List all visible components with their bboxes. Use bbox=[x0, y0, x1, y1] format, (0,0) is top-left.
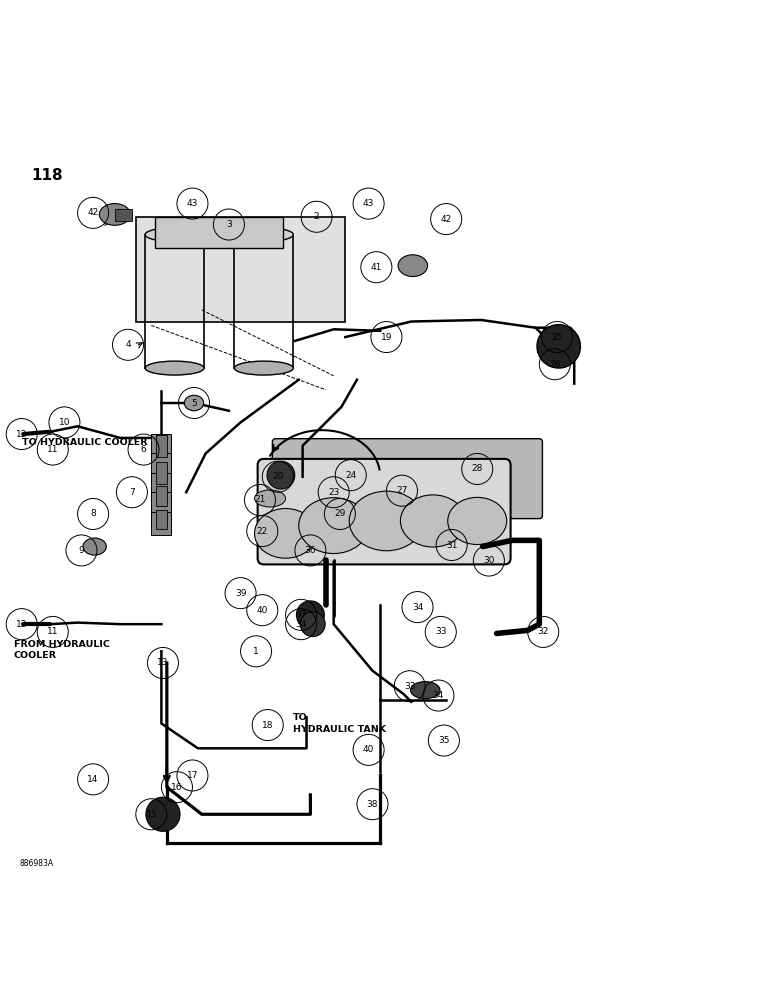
Text: 12: 12 bbox=[16, 430, 27, 439]
Ellipse shape bbox=[234, 361, 293, 375]
Circle shape bbox=[296, 601, 324, 629]
Text: 1: 1 bbox=[253, 647, 259, 656]
Text: 27: 27 bbox=[397, 486, 407, 495]
Text: 11: 11 bbox=[47, 445, 58, 454]
Text: 19: 19 bbox=[381, 333, 392, 342]
Text: 35: 35 bbox=[438, 736, 449, 745]
Text: 29: 29 bbox=[334, 509, 345, 518]
Ellipse shape bbox=[255, 509, 317, 558]
Text: 42: 42 bbox=[441, 215, 452, 224]
Text: 9: 9 bbox=[78, 546, 85, 555]
Text: 15: 15 bbox=[146, 810, 157, 819]
Bar bbox=[151, 492, 171, 516]
Ellipse shape bbox=[255, 490, 286, 507]
Ellipse shape bbox=[299, 498, 369, 554]
Bar bbox=[151, 453, 171, 477]
Text: 20: 20 bbox=[272, 472, 283, 481]
Ellipse shape bbox=[145, 361, 204, 375]
Ellipse shape bbox=[185, 395, 203, 411]
Text: TO
HYDRAULIC TANK: TO HYDRAULIC TANK bbox=[293, 713, 386, 734]
Text: 14: 14 bbox=[88, 775, 99, 784]
Text: 40: 40 bbox=[363, 745, 374, 754]
Text: 38: 38 bbox=[367, 800, 378, 809]
Text: 34: 34 bbox=[296, 620, 307, 629]
Ellipse shape bbox=[448, 497, 507, 545]
Text: 30: 30 bbox=[483, 556, 494, 565]
Text: 43: 43 bbox=[363, 199, 374, 208]
Text: 6: 6 bbox=[140, 445, 147, 454]
Text: 21: 21 bbox=[255, 495, 265, 504]
Text: 886983A: 886983A bbox=[19, 859, 54, 868]
Bar bbox=[151, 473, 171, 496]
Bar bbox=[156, 435, 167, 457]
Text: 33: 33 bbox=[404, 682, 415, 691]
Text: 32: 32 bbox=[538, 627, 549, 636]
Text: 11: 11 bbox=[47, 627, 58, 636]
Text: 31: 31 bbox=[446, 541, 457, 550]
Ellipse shape bbox=[400, 495, 466, 547]
Ellipse shape bbox=[145, 228, 204, 242]
Text: 36: 36 bbox=[305, 546, 316, 555]
Text: 39: 39 bbox=[235, 589, 246, 598]
Text: TO HYDRAULIC COOLER: TO HYDRAULIC COOLER bbox=[22, 438, 147, 447]
Bar bbox=[151, 512, 171, 535]
Bar bbox=[136, 217, 345, 322]
Bar bbox=[155, 217, 283, 248]
Text: 12: 12 bbox=[16, 620, 27, 629]
FancyBboxPatch shape bbox=[272, 439, 542, 519]
Text: 24: 24 bbox=[345, 471, 356, 480]
Text: 2: 2 bbox=[314, 212, 320, 221]
Text: 22: 22 bbox=[257, 527, 268, 536]
Ellipse shape bbox=[398, 255, 428, 277]
Ellipse shape bbox=[349, 491, 424, 551]
Bar bbox=[156, 486, 167, 506]
Circle shape bbox=[267, 461, 295, 489]
Text: 8: 8 bbox=[90, 509, 96, 518]
Text: 33: 33 bbox=[435, 627, 446, 636]
Text: 25: 25 bbox=[552, 333, 563, 342]
Bar bbox=[115, 209, 132, 221]
Text: 43: 43 bbox=[187, 199, 198, 208]
Text: 5: 5 bbox=[191, 398, 197, 408]
Bar bbox=[156, 462, 167, 484]
Text: 26: 26 bbox=[549, 360, 560, 369]
Text: 118: 118 bbox=[31, 168, 63, 183]
FancyBboxPatch shape bbox=[258, 459, 511, 564]
Text: 18: 18 bbox=[262, 721, 273, 730]
Text: 13: 13 bbox=[158, 658, 168, 667]
Text: 37: 37 bbox=[296, 610, 307, 619]
Text: 41: 41 bbox=[371, 263, 382, 272]
Ellipse shape bbox=[83, 538, 106, 555]
Text: 42: 42 bbox=[88, 208, 99, 217]
Circle shape bbox=[300, 612, 325, 637]
Text: 17: 17 bbox=[187, 771, 198, 780]
Text: 16: 16 bbox=[171, 783, 182, 792]
Text: FROM HYDRAULIC
COOLER: FROM HYDRAULIC COOLER bbox=[14, 640, 110, 660]
Text: 3: 3 bbox=[226, 220, 232, 229]
Text: 34: 34 bbox=[433, 691, 444, 700]
Text: 40: 40 bbox=[257, 606, 268, 615]
Text: 28: 28 bbox=[472, 464, 483, 473]
Ellipse shape bbox=[411, 682, 440, 699]
Circle shape bbox=[537, 325, 580, 368]
Bar bbox=[151, 434, 171, 457]
Ellipse shape bbox=[99, 204, 130, 225]
Text: 34: 34 bbox=[412, 603, 423, 612]
Circle shape bbox=[146, 797, 180, 831]
Text: 23: 23 bbox=[328, 488, 339, 497]
Text: 10: 10 bbox=[59, 418, 70, 427]
Text: 4: 4 bbox=[125, 340, 131, 349]
Bar bbox=[156, 510, 167, 529]
Ellipse shape bbox=[234, 228, 293, 242]
Text: 7: 7 bbox=[129, 488, 135, 497]
